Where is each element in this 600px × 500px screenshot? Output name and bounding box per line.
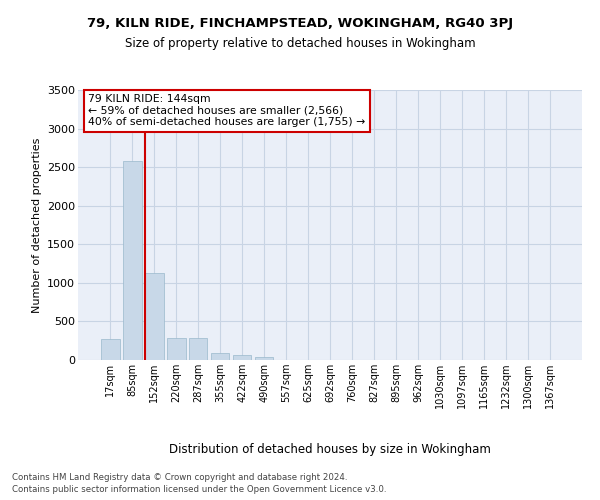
Text: 79 KILN RIDE: 144sqm
← 59% of detached houses are smaller (2,566)
40% of semi-de: 79 KILN RIDE: 144sqm ← 59% of detached h… — [88, 94, 365, 127]
Text: Contains HM Land Registry data © Crown copyright and database right 2024.: Contains HM Land Registry data © Crown c… — [12, 472, 347, 482]
Bar — [167, 338, 185, 360]
Bar — [255, 358, 274, 360]
Bar — [145, 273, 164, 360]
Text: Contains public sector information licensed under the Open Government Licence v3: Contains public sector information licen… — [12, 485, 386, 494]
Text: 79, KILN RIDE, FINCHAMPSTEAD, WOKINGHAM, RG40 3PJ: 79, KILN RIDE, FINCHAMPSTEAD, WOKINGHAM,… — [87, 18, 513, 30]
Bar — [101, 339, 119, 360]
Bar — [123, 161, 142, 360]
Bar — [211, 352, 229, 360]
Text: Distribution of detached houses by size in Wokingham: Distribution of detached houses by size … — [169, 442, 491, 456]
Text: Size of property relative to detached houses in Wokingham: Size of property relative to detached ho… — [125, 38, 475, 51]
Bar — [189, 338, 208, 360]
Y-axis label: Number of detached properties: Number of detached properties — [32, 138, 41, 312]
Bar — [233, 356, 251, 360]
